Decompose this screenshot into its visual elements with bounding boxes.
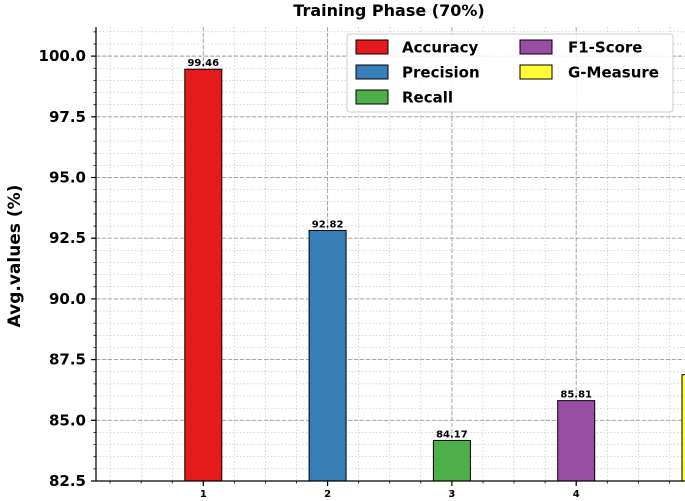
y-tick-label: 90.0 — [49, 290, 86, 308]
legend-label-precision: Precision — [402, 64, 480, 82]
legend-frame — [346, 33, 674, 113]
chart-title: Training Phase (70%) — [293, 1, 484, 20]
x-tick-label: 3 — [448, 489, 455, 500]
y-tick-label: 87.5 — [49, 351, 86, 369]
legend-swatch-accuracy — [355, 39, 389, 55]
legend-swatch-precision — [355, 64, 389, 80]
y-tick-label: 85.0 — [49, 411, 86, 429]
bar-precision — [308, 229, 347, 482]
legend-swatch-g-measure — [519, 64, 553, 80]
bar-value-label: 92.82 — [312, 219, 344, 230]
y-axis-label: Avg.values (%) — [5, 185, 25, 328]
legend-swatch-recall — [355, 89, 389, 105]
y-tick-label: 95.0 — [49, 169, 86, 187]
y-tick-label: 92.5 — [49, 229, 86, 247]
bar-f1-score — [557, 400, 596, 482]
legend-swatch-f1-score — [519, 39, 553, 55]
bar-accuracy — [184, 68, 223, 482]
x-tick-label: 4 — [573, 489, 580, 500]
x-tick-label: 1 — [200, 489, 207, 500]
bar-value-label: 85.81 — [560, 390, 592, 401]
y-tick-label: 97.5 — [49, 108, 86, 126]
legend: Accuracy Precision Recall F1-Score G-Measure — [346, 33, 674, 113]
legend-label-f1-score: F1-Score — [568, 39, 642, 57]
bar-value-label: 99.46 — [187, 58, 219, 69]
bar-recall — [432, 439, 471, 482]
y-tick-label: 100.0 — [39, 47, 86, 65]
y-tick-label: 82.5 — [49, 472, 86, 490]
x-tick-label: 2 — [324, 489, 331, 500]
legend-label-recall: Recall — [402, 89, 453, 107]
bar-g-measure — [681, 374, 685, 482]
bar-value-label: 84.17 — [436, 429, 468, 440]
legend-label-g-measure: G-Measure — [568, 64, 659, 82]
legend-label-accuracy: Accuracy — [402, 39, 478, 57]
